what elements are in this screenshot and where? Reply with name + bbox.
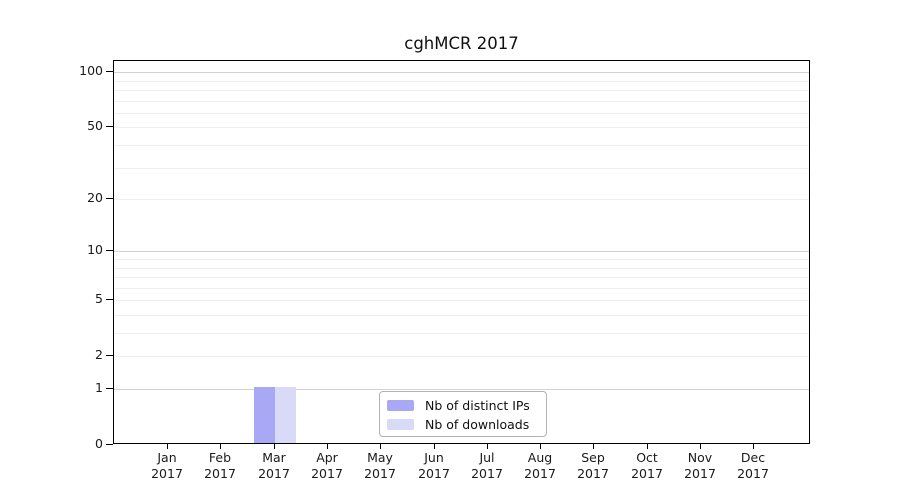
gridline-minor <box>114 277 809 278</box>
y-tick-label: 10 <box>87 242 103 257</box>
x-tick-mark <box>220 444 221 449</box>
gridline-minor <box>114 259 809 260</box>
x-tick-label: Apr 2017 <box>311 450 343 481</box>
gridline-minor <box>114 81 809 82</box>
gridline-minor <box>114 288 809 289</box>
x-tick-label: Jan 2017 <box>151 450 183 481</box>
x-tick-label: Aug 2017 <box>524 450 556 481</box>
y-tick-mark <box>106 198 113 199</box>
legend-label-downloads: Nb of downloads <box>425 417 530 432</box>
y-tick-mark <box>106 388 113 389</box>
x-tick-mark <box>380 444 381 449</box>
gridline-minor <box>114 199 809 200</box>
x-tick-label: Jul 2017 <box>471 450 503 481</box>
y-tick-label: 1 <box>95 380 103 395</box>
x-tick-label: Nov 2017 <box>684 450 716 481</box>
x-tick-mark <box>647 444 648 449</box>
gridline-minor <box>114 333 809 334</box>
x-tick-label: Sep 2017 <box>577 450 609 481</box>
y-tick-mark <box>106 444 113 445</box>
bar-downloads-mar <box>275 387 296 443</box>
gridline-minor <box>114 356 809 357</box>
legend-item-downloads: Nb of downloads <box>387 415 546 434</box>
x-tick-label: Feb 2017 <box>204 450 236 481</box>
gridline-minor <box>114 101 809 102</box>
legend-swatch-downloads <box>387 419 414 430</box>
gridline-minor <box>114 268 809 269</box>
x-tick-label: Mar 2017 <box>258 450 290 481</box>
legend-item-distinct-ips: Nb of distinct IPs <box>387 396 546 415</box>
gridline-minor <box>114 90 809 91</box>
y-tick-mark <box>106 250 113 251</box>
bar-distinct-ips-mar <box>254 387 275 443</box>
gridline-minor <box>114 168 809 169</box>
x-tick-mark <box>753 444 754 449</box>
y-tick-label: 5 <box>95 291 103 306</box>
y-tick-label: 20 <box>87 190 103 205</box>
gridline-minor <box>114 113 809 114</box>
x-tick-mark <box>434 444 435 449</box>
gridline-minor <box>114 127 809 128</box>
gridline-major <box>114 72 809 73</box>
y-tick-label: 2 <box>95 347 103 362</box>
y-tick-label: 100 <box>79 63 103 78</box>
x-tick-mark <box>274 444 275 449</box>
legend-label-distinct-ips: Nb of distinct IPs <box>425 398 530 413</box>
legend-swatch-distinct-ips <box>387 400 414 411</box>
y-tick-mark <box>106 71 113 72</box>
y-tick-label: 50 <box>87 118 103 133</box>
gridline-minor <box>114 145 809 146</box>
y-tick-mark <box>106 126 113 127</box>
x-tick-mark <box>327 444 328 449</box>
x-tick-label: Jun 2017 <box>418 450 450 481</box>
gridline-major <box>114 251 809 252</box>
x-tick-label: May 2017 <box>364 450 396 481</box>
x-tick-mark <box>167 444 168 449</box>
x-tick-mark <box>540 444 541 449</box>
plot-area: Nb of distinct IPs Nb of downloads <box>113 60 810 444</box>
gridline-minor <box>114 315 809 316</box>
x-tick-label: Oct 2017 <box>631 450 663 481</box>
x-tick-mark <box>593 444 594 449</box>
chart-title: cghMCR 2017 <box>404 34 519 53</box>
y-tick-mark <box>106 299 113 300</box>
x-tick-mark <box>700 444 701 449</box>
x-tick-label: Dec 2017 <box>737 450 769 481</box>
x-tick-mark <box>487 444 488 449</box>
legend: Nb of distinct IPs Nb of downloads <box>379 391 547 437</box>
y-tick-mark <box>106 355 113 356</box>
gridline-minor <box>114 300 809 301</box>
gridline-major <box>114 389 809 390</box>
y-tick-label: 0 <box>95 436 103 451</box>
